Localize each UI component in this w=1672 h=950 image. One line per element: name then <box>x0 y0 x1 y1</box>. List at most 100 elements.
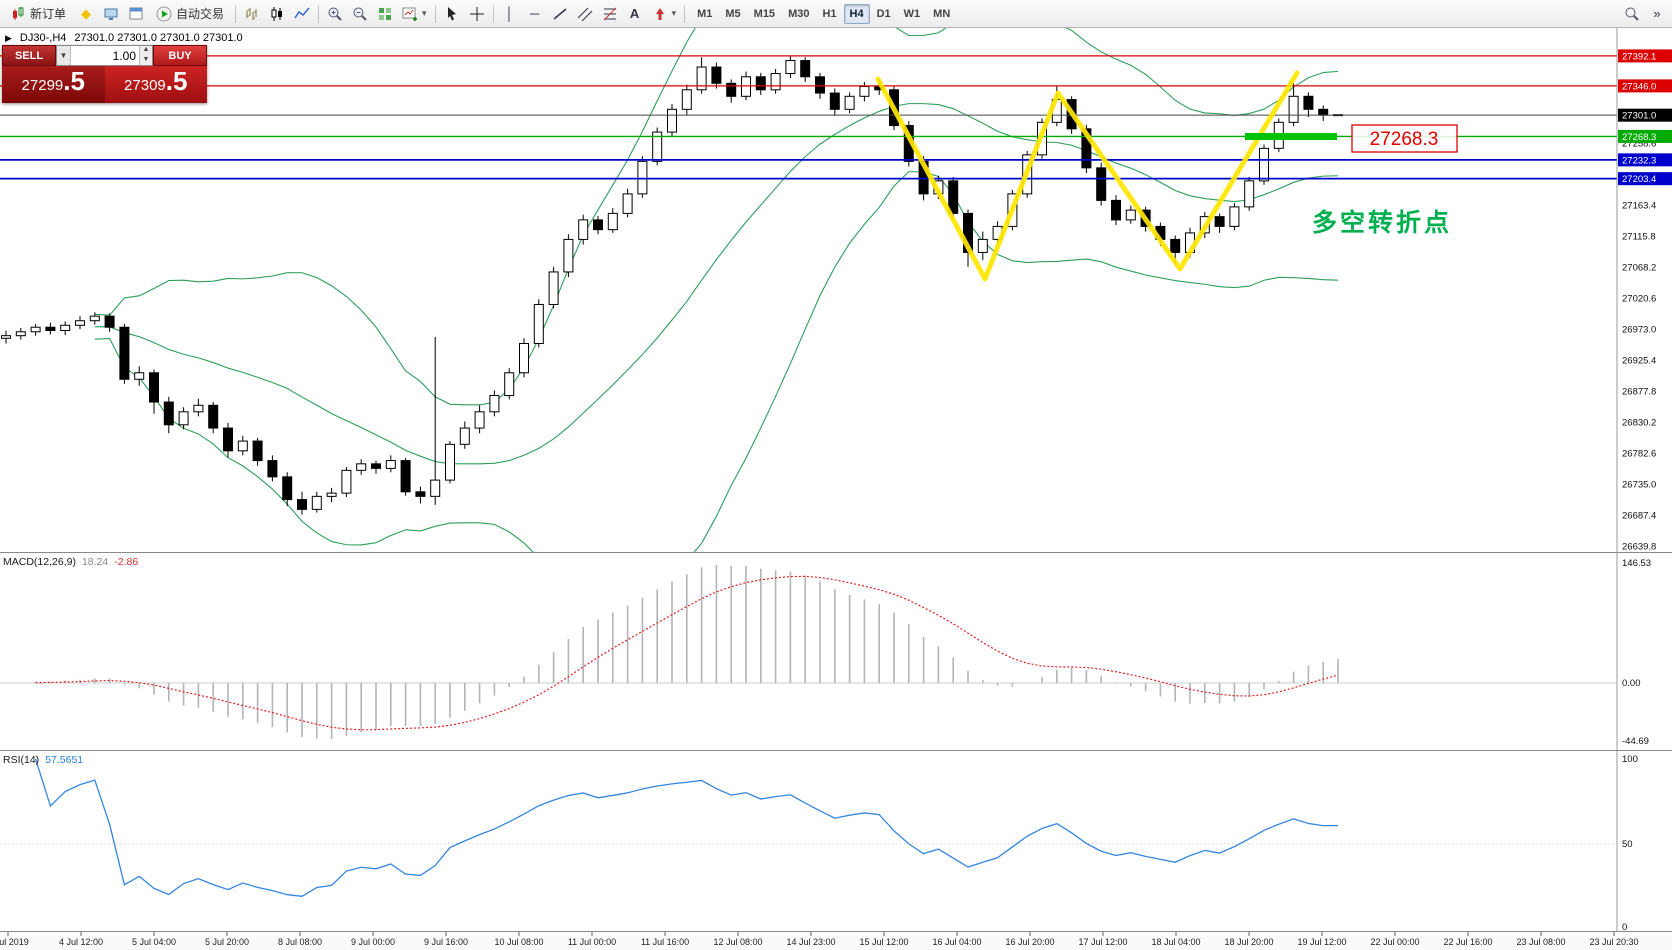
zoom-in-button[interactable] <box>323 2 347 25</box>
arrow-tool-button[interactable]: ▾ <box>648 2 681 25</box>
timeframe-button-W1[interactable]: W1 <box>903 7 921 20</box>
text-tool-button[interactable]: A <box>623 2 647 25</box>
symbol-ohlc-label: ▶ DJ30-,H4 27301.0 27301.0 27301.0 27301… <box>5 32 243 44</box>
timeframe-button-M30[interactable]: M30 <box>788 7 810 20</box>
svg-text:27258.6: 27258.6 <box>1622 139 1656 150</box>
cursor-button[interactable] <box>440 2 464 25</box>
timeframe-button-D1[interactable]: D1 <box>876 7 891 20</box>
sell-price-display[interactable]: 27299.5 <box>2 66 105 103</box>
svg-text:27232.3: 27232.3 <box>1622 155 1656 166</box>
buy-price-pips: .5 <box>165 66 188 96</box>
search-button[interactable] <box>1620 2 1644 25</box>
zoom-in-icon <box>328 7 342 21</box>
autotrading-label: 自动交易 <box>176 7 225 21</box>
lot-spinner[interactable]: ▲ ▼ <box>139 46 152 65</box>
fibonacci-tool-button[interactable] <box>598 2 622 25</box>
new-chart-button[interactable]: ▾ <box>398 2 431 25</box>
svg-text:27203.4: 27203.4 <box>1622 174 1656 185</box>
timeframe-button-M5[interactable]: M5 <box>725 7 741 20</box>
price-tag-box[interactable] <box>1351 124 1458 153</box>
ohlc-values: 27301.0 27301.0 27301.0 27301.0 <box>74 32 243 44</box>
channel-tool-button[interactable] <box>573 2 597 25</box>
svg-text:4 Jul 12:00: 4 Jul 12:00 <box>59 937 103 947</box>
new-chart-icon <box>402 7 418 21</box>
svg-text:0.00: 0.00 <box>1622 678 1641 689</box>
svg-text:27268.3: 27268.3 <box>1622 132 1656 143</box>
sell-button[interactable]: SELL <box>2 45 56 66</box>
buy-button[interactable]: BUY <box>153 45 207 66</box>
macd-signal-value: -2.86 <box>114 556 139 568</box>
more-toolbar-button[interactable]: » <box>1645 2 1669 25</box>
timeframe-button-M15[interactable]: M15 <box>753 7 776 20</box>
bar-chart-button[interactable] <box>240 2 264 25</box>
zigzag-drawing[interactable] <box>875 70 1300 282</box>
timeframe-button-MN[interactable]: MN <box>933 7 951 20</box>
svg-text:50: 50 <box>1622 839 1633 850</box>
crosshair-icon <box>469 6 484 21</box>
svg-text:26925.4: 26925.4 <box>1622 355 1656 366</box>
new-order-button[interactable]: 新订单 <box>3 2 73 25</box>
svg-text:27068.2: 27068.2 <box>1622 263 1656 274</box>
spin-down-icon[interactable]: ▼ <box>140 55 152 65</box>
bars-icon <box>246 7 257 20</box>
svg-text:23 Jul 20:30: 23 Jul 20:30 <box>1589 937 1638 947</box>
svg-text:27163.4: 27163.4 <box>1622 201 1656 212</box>
svg-text:26687.4: 26687.4 <box>1622 510 1656 521</box>
candlestick-chart-button[interactable] <box>265 2 289 25</box>
zoom-out-button[interactable] <box>348 2 372 25</box>
macd-label: MACD(12,26,9) 18.24 -2.86 <box>3 556 138 568</box>
arrow-marker-icon <box>655 7 664 20</box>
rsi-value: 57.5651 <box>45 754 84 766</box>
autotrading-button[interactable]: 自动交易 <box>149 2 231 25</box>
crosshair-button[interactable] <box>465 2 489 25</box>
timeframe-button-H4[interactable]: H4 <box>843 3 870 24</box>
text-tool-icon: A <box>629 6 640 21</box>
svg-text:5 Jul 04:00: 5 Jul 04:00 <box>132 937 176 947</box>
lot-size-field[interactable]: ▼ 1.00 ▲ ▼ <box>56 45 153 66</box>
svg-text:26877.8: 26877.8 <box>1622 386 1656 397</box>
diamond-icon: ◆ <box>81 6 92 21</box>
price-tag-text: 27268.3 <box>1370 129 1439 150</box>
horizontal-line-tool-button[interactable]: ─ <box>523 2 547 25</box>
svg-text:18 Jul 20:00: 18 Jul 20:00 <box>1224 937 1273 947</box>
buy-price-display[interactable]: 27309.5 <box>104 66 207 103</box>
market-watch-button[interactable] <box>99 2 123 25</box>
candlestick-icon <box>271 6 283 21</box>
trendline-tool-button[interactable] <box>548 2 572 25</box>
buy-price-main: 27309 <box>124 77 166 94</box>
data-window-button[interactable] <box>124 2 148 25</box>
timeframe-button-H1[interactable]: H1 <box>822 7 837 20</box>
monitor-icon <box>104 8 118 20</box>
svg-text:27346.0: 27346.0 <box>1622 81 1656 92</box>
search-icon <box>1625 7 1639 21</box>
vertical-line-tool-button[interactable]: │ <box>498 2 522 25</box>
sell-price-pips: .5 <box>63 66 85 96</box>
bollinger-bands <box>94 28 1339 552</box>
svg-text:11 Jul 00:00: 11 Jul 00:00 <box>568 937 616 947</box>
svg-text:3 Jul 2019: 3 Jul 2019 <box>0 937 29 947</box>
fibonacci-icon <box>603 7 616 20</box>
lot-size-value: 1.00 <box>112 48 136 63</box>
tile-windows-button[interactable] <box>373 2 397 25</box>
svg-text:26782.6: 26782.6 <box>1622 448 1656 459</box>
lot-dropdown-icon[interactable]: ▼ <box>57 46 71 65</box>
one-click-collapse-icon[interactable]: ▶ <box>5 32 12 43</box>
spin-up-icon[interactable]: ▲ <box>140 46 152 56</box>
line-chart-icon <box>294 7 310 18</box>
new-order-icon <box>13 6 24 20</box>
toolbar-separator <box>684 4 686 23</box>
sell-price-main: 27299 <box>21 77 64 94</box>
vertical-line-icon: │ <box>505 6 514 21</box>
autotrading-play-icon <box>156 6 172 21</box>
svg-text:27392.1: 27392.1 <box>1622 51 1656 62</box>
timeframe-button-M1[interactable]: M1 <box>697 7 713 20</box>
line-chart-button[interactable] <box>290 2 314 25</box>
chart-canvas[interactable]: 27268.3 多空转折点 27258.6 27163.4 27115.8 27068.2… <box>0 28 1672 950</box>
one-click-trading-panel: SELL ▼ 1.00 ▲ ▼ BUY 27299.5 27309.5 <box>2 45 207 103</box>
turning-point-annotation[interactable]: 多空转折点 <box>1312 208 1452 237</box>
svg-text:27020.6: 27020.6 <box>1622 294 1656 305</box>
svg-text:15 Jul 12:00: 15 Jul 12:00 <box>859 937 908 947</box>
favorites-button[interactable]: ◆ <box>74 2 98 25</box>
svg-text:18 Jul 04:00: 18 Jul 04:00 <box>1151 937 1200 947</box>
